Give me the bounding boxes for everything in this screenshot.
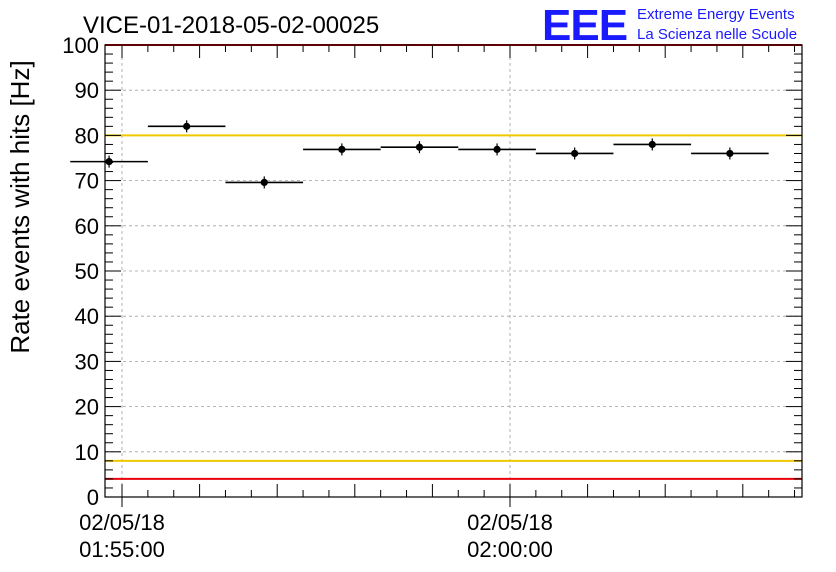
y-tick-label: 80: [75, 123, 99, 148]
y-tick-label: 100: [62, 33, 99, 58]
plot-frame: [104, 44, 803, 498]
data-point: [380, 141, 459, 154]
y-tick-label: 20: [75, 395, 99, 420]
marker: [415, 143, 424, 151]
marker: [105, 158, 113, 166]
data-series: [70, 120, 769, 189]
x-tick-time: 02:00:00: [467, 537, 553, 562]
chart-title: VICE-01-2018-05-02-00025: [83, 12, 379, 39]
marker: [726, 149, 734, 158]
eee-logo: EEE Extreme Energy Events La Scienza nel…: [542, 1, 797, 50]
y-tick-label: 30: [75, 349, 99, 374]
grid: [105, 45, 802, 497]
data-point: [70, 155, 148, 168]
logo-line-2: La Scienza nelle Scuole: [637, 26, 797, 43]
logo-line-1: Extreme Energy Events: [637, 6, 795, 23]
y-tick-label: 60: [75, 214, 99, 239]
data-point: [458, 143, 536, 156]
marker: [183, 122, 191, 130]
y-axis-label: Rate events with hits [Hz]: [5, 60, 35, 353]
x-tick-date: 02/05/18: [467, 510, 553, 535]
x-tick-date: 02/05/18: [79, 510, 165, 535]
y-tick-label: 70: [75, 169, 99, 194]
marker: [571, 149, 579, 158]
y-tick-label: 40: [75, 304, 99, 329]
data-point: [303, 143, 381, 156]
data-point: [691, 147, 769, 160]
data-point: [613, 138, 692, 151]
y-tick-label: 90: [75, 78, 99, 103]
data-point: [147, 120, 226, 133]
data-point: [225, 176, 304, 189]
y-tick-label: 50: [75, 259, 99, 284]
y-tick-label: 10: [75, 440, 99, 465]
marker: [260, 178, 268, 187]
marker: [493, 145, 501, 154]
data-point: [535, 147, 614, 160]
x-tick-time: 01:55:00: [79, 537, 165, 562]
y-tick-label: 0: [87, 485, 99, 510]
marker: [648, 140, 656, 149]
axis-ticks: [105, 44, 802, 507]
reference-lines: [105, 44, 802, 480]
marker: [338, 145, 346, 154]
logo-mark: EEE: [542, 1, 627, 50]
tick-labels: 010203040506070809010002/05/1801:55:0002…: [62, 33, 553, 562]
